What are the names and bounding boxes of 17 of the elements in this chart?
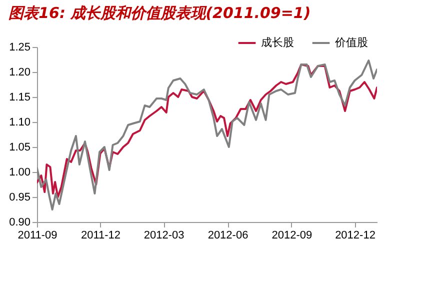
chart-title: 图表16: 成长股和价值股表现(2011.09=1) (8, 4, 311, 22)
x-tick-label: 2012-09 (272, 230, 312, 242)
x-tick-label: 2012-03 (144, 230, 184, 242)
y-tick-label: 1.15 (9, 92, 30, 104)
y-tick-label: 0.90 (9, 216, 30, 228)
y-tick-label: 1.20 (9, 66, 30, 78)
x-tick-label: 2012-06 (208, 230, 248, 242)
legend-label: 成长股 (261, 36, 294, 49)
x-tick-label: 2012-12 (335, 230, 376, 242)
y-tick-label: 1.05 (9, 142, 30, 154)
x-tick-label: 2011-09 (18, 230, 58, 242)
y-tick-label: 1.25 (9, 42, 30, 54)
x-tick-label: 2011-12 (80, 230, 121, 242)
y-tick-label: 1.10 (9, 116, 30, 128)
y-tick-label: 1.00 (9, 166, 30, 178)
legend-label: 价值股 (334, 37, 368, 49)
y-tick-label: 0.95 (9, 192, 30, 204)
